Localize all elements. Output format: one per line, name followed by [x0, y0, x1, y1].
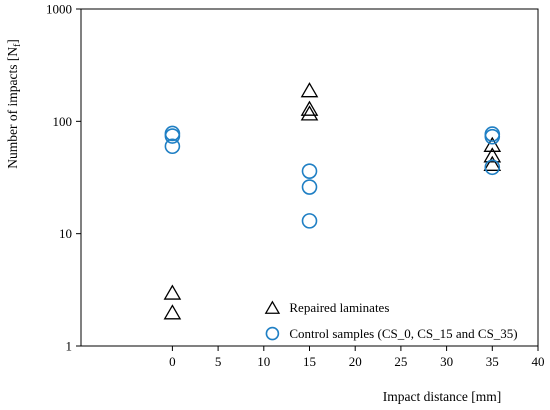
data-point-triangle — [483, 136, 502, 152]
data-point-circle — [301, 213, 318, 229]
x-tick-label: 20 — [349, 354, 362, 369]
legend-marker-circle — [265, 326, 280, 341]
data-point-triangle — [300, 82, 319, 98]
y-tick-label: 10 — [59, 226, 72, 241]
y-axis-ticks: 1 10 100 1000 — [46, 2, 81, 354]
data-point-circle — [484, 128, 501, 145]
x-axis-label: Impact distance [mm] — [383, 389, 501, 404]
x-tick-label: 25 — [394, 354, 407, 369]
x-tick-label: 35 — [486, 354, 499, 369]
data-point-circle — [301, 179, 318, 195]
y-tick-label: 1000 — [46, 2, 72, 17]
x-axis-ticks: 0 5 10 15 20 25 30 35 40 — [169, 346, 545, 369]
x-tick-label: 10 — [257, 354, 270, 369]
data-point-circle — [484, 159, 501, 176]
y-axis-label: Number of impacts [Nf] — [5, 39, 23, 169]
data-point-triangle — [300, 100, 319, 116]
y-axis-label-main: Number of impacts [N — [5, 47, 20, 169]
x-tick-label: 0 — [169, 354, 176, 369]
data-point-circle — [164, 138, 181, 155]
data-point-triangle — [483, 155, 502, 171]
y-tick-label: 100 — [53, 114, 73, 129]
x-tick-label: 40 — [532, 354, 545, 369]
data-point-circle — [164, 128, 181, 144]
data-point-triangle — [483, 147, 502, 163]
x-tick-label: 5 — [215, 354, 222, 369]
legend: Repaired laminates Control samples (CS_0,… — [264, 300, 518, 341]
y-axis-label-end: ] — [5, 39, 20, 44]
series-2 — [164, 125, 501, 229]
data-point-triangle — [300, 105, 319, 121]
legend-marker-triangle — [264, 300, 281, 314]
data-point-circle — [301, 163, 318, 179]
x-tick-label: 15 — [303, 354, 316, 369]
legend-label: Control samples (CS_0, CS_15 and CS_35) — [289, 326, 517, 341]
legend-label: Repaired laminates — [289, 300, 389, 315]
y-axis-label-subscript: f — [12, 43, 23, 47]
y-tick-label: 1 — [66, 339, 73, 354]
series-1 — [163, 82, 502, 320]
data-points — [163, 82, 502, 320]
data-point-triangle — [163, 284, 182, 300]
data-point-triangle — [163, 304, 182, 320]
x-tick-label: 30 — [440, 354, 453, 369]
